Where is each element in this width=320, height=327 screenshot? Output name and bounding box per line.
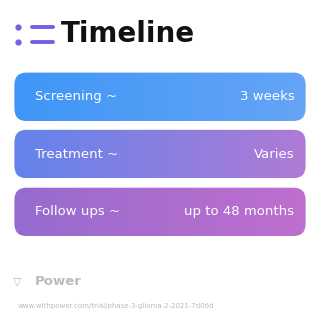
Text: Treatment ~: Treatment ~ [35,147,118,161]
Text: up to 48 months: up to 48 months [184,205,294,218]
Text: Follow ups ~: Follow ups ~ [35,205,120,218]
Text: Screening ~: Screening ~ [35,90,117,103]
Text: www.withpower.com/trial/phase-3-glioma-2-2021-7d06d: www.withpower.com/trial/phase-3-glioma-2… [18,303,214,309]
Text: Varies: Varies [254,147,294,161]
Text: ▽: ▽ [13,277,22,287]
Text: Power: Power [35,275,82,288]
Text: 3 weeks: 3 weeks [240,90,294,103]
Text: Timeline: Timeline [61,20,195,48]
